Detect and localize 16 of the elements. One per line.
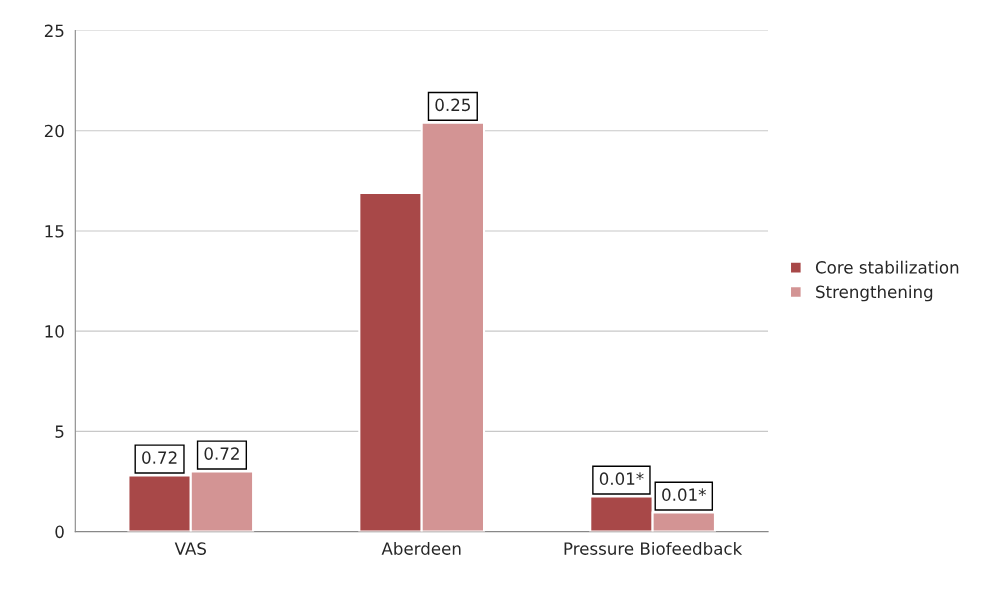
legend-label: Strengthening <box>816 285 933 302</box>
y-tick-label: 5 <box>55 425 64 438</box>
annotation: 0.01* <box>599 472 644 485</box>
y-tick-label: 20 <box>44 124 64 138</box>
y-tick-label: 15 <box>45 225 64 238</box>
annotation: 0.25 <box>435 98 470 112</box>
annotation: 0.72 <box>142 451 177 464</box>
annotation: 0.01* <box>662 488 706 501</box>
x-tick-label: VAS <box>174 542 206 555</box>
x-tick-label: Pressure Biofeedback <box>564 541 743 555</box>
y-tick-label: 25 <box>44 24 64 38</box>
legend-label: Core stabilization <box>815 260 959 274</box>
annotation: 0.72 <box>204 447 239 460</box>
y-tick-label: 0 <box>55 525 64 539</box>
x-tick-label: Aberdeen <box>381 541 461 555</box>
y-tick-label: 10 <box>45 325 64 338</box>
